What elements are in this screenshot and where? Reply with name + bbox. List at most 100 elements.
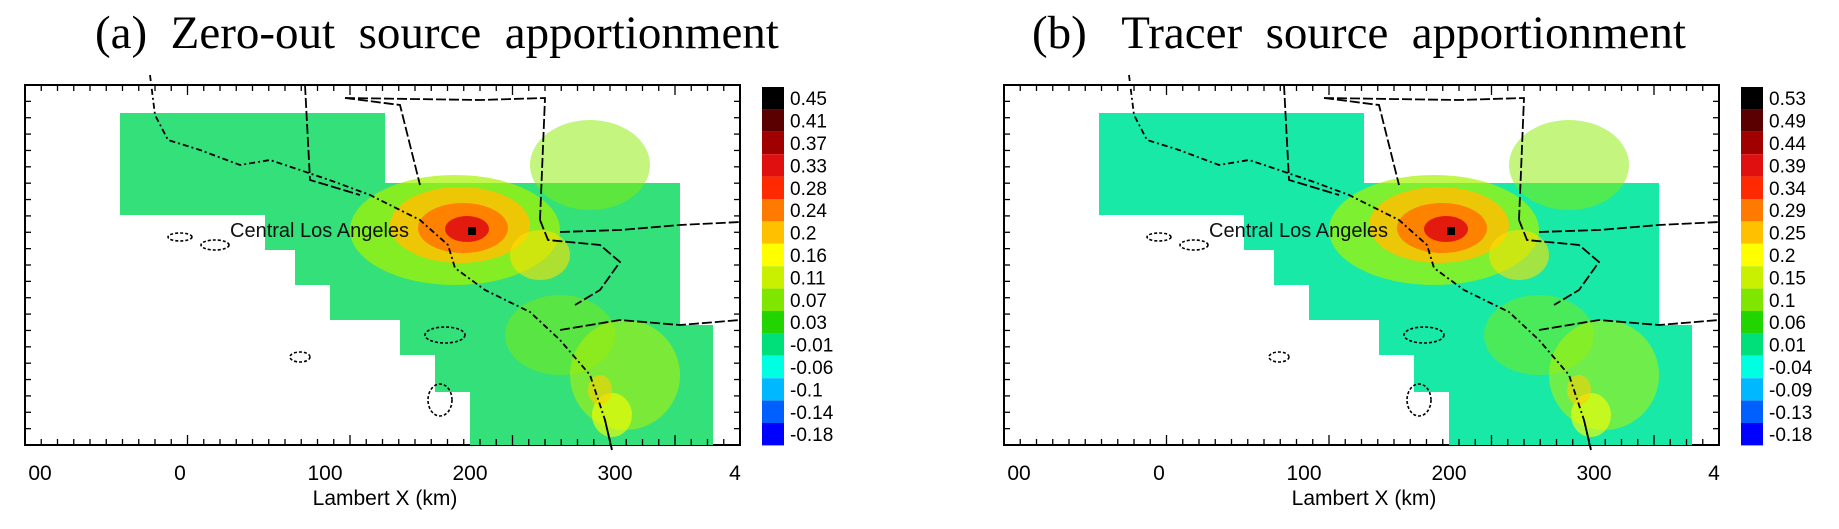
- colorbar-swatch: [1741, 199, 1763, 222]
- x-tick-label: 0: [174, 462, 186, 485]
- island-outline: [200, 239, 230, 251]
- colorbar-label: -0.01: [790, 336, 833, 357]
- boundary-line: [1538, 221, 1720, 233]
- colorbar-swatch: [762, 199, 784, 222]
- colorbar-swatch: [1741, 243, 1763, 267]
- x-tick-label: 300: [1576, 462, 1611, 485]
- colorbar-swatch: [762, 333, 784, 356]
- colorbar-label: -0.18: [790, 425, 833, 446]
- colorbar-swatch: [762, 266, 784, 289]
- colorbar-label: 0.53: [1769, 89, 1806, 110]
- x-axis-label: Lambert X (km): [1292, 487, 1437, 510]
- colorbar-swatch: [762, 378, 784, 401]
- colorbar: 0.530.490.440.390.340.290.250.20.150.10.…: [1741, 87, 1813, 446]
- colorbar-label: 0.41: [790, 112, 827, 133]
- colorbar-swatch: [762, 311, 784, 334]
- colorbar-swatch: [762, 176, 784, 199]
- colorbar-label: 0.44: [1769, 134, 1806, 155]
- colorbar-label: 0.25: [1769, 224, 1806, 245]
- city-label: Central Los Angeles: [1209, 220, 1388, 242]
- boundary-line: [1323, 97, 1525, 221]
- island-outline: [427, 383, 453, 417]
- x-axis-label: Lambert X (km): [313, 487, 458, 510]
- x-tick-label: 100: [307, 462, 342, 485]
- colorbar-label: 0.03: [790, 313, 827, 334]
- colorbar-swatch: [1741, 355, 1763, 379]
- island-outline: [1179, 239, 1209, 251]
- island-outline: [289, 351, 311, 363]
- concentration-blob: [588, 375, 612, 405]
- state-county-boundaries: [1128, 74, 1720, 451]
- colorbar-label: -0.04: [1769, 358, 1813, 379]
- concentration-field: [1329, 120, 1659, 437]
- colorbar-swatch: [1741, 266, 1763, 289]
- x-tick-label: 4: [1708, 462, 1720, 485]
- colorbar-swatch: [762, 221, 784, 244]
- concentration-blob: [1489, 230, 1549, 280]
- colorbar-label: 0.15: [1769, 268, 1806, 289]
- boundary-line: [604, 419, 613, 451]
- colorbar-label: 0.11: [790, 268, 826, 289]
- concentration-blob: [1509, 120, 1629, 210]
- x-tick-label: 0: [1153, 462, 1165, 485]
- x-tick-labels: 00 0 100 200 300 4: [1007, 462, 1720, 485]
- colorbar-label: 0.45: [790, 89, 827, 110]
- island-outline: [424, 326, 466, 344]
- colorbar-label: 0.33: [790, 156, 827, 177]
- colorbar-label: 0.07: [790, 291, 827, 312]
- colorbar-swatch: [1741, 423, 1763, 446]
- colorbar-swatch: [1741, 87, 1763, 110]
- colorbar-swatch: [1741, 311, 1763, 334]
- x-tick-label: 4: [729, 462, 741, 485]
- colorbar-label: 0.2: [790, 224, 816, 245]
- colorbar-label: 0.29: [1769, 201, 1806, 222]
- colorbar-label: -0.09: [1769, 380, 1812, 401]
- axis-ticks: [24, 84, 741, 446]
- boundary-line: [539, 219, 622, 306]
- colorbar-swatch: [762, 288, 784, 311]
- boundary-line: [1323, 97, 1400, 186]
- boundary-line: [344, 97, 546, 221]
- boundary-line: [559, 221, 741, 233]
- colorbar-label: 0.01: [1769, 336, 1806, 357]
- colorbar-label: -0.13: [1769, 403, 1812, 424]
- island-outline: [1146, 232, 1172, 242]
- colorbar-label: 0.2: [1769, 246, 1795, 267]
- concentration-blob: [510, 230, 570, 280]
- colorbar-label: 0.06: [1769, 313, 1806, 334]
- colorbar-swatch: [762, 400, 784, 423]
- panel-b-map: 00 0 100 200 300 4 Lambert X (km) Central Los…: [1003, 74, 1813, 510]
- colorbar-swatch: [1741, 221, 1763, 244]
- panel-a-title: (a) Zero-out source apportionment: [95, 7, 779, 59]
- axis-ticks: [1003, 84, 1720, 446]
- island-outline: [1403, 326, 1445, 344]
- concentration-field: [350, 120, 680, 437]
- colorbar-label: 0.24: [790, 201, 827, 222]
- x-tick-label: 200: [1431, 462, 1466, 485]
- colorbar-swatch: [1741, 109, 1763, 132]
- colorbar-swatch: [1741, 288, 1763, 311]
- colorbar-label: -0.1: [790, 380, 823, 401]
- x-tick-label: 00: [1007, 462, 1030, 485]
- colorbar: 0.450.410.370.330.280.240.20.160.110.070…: [762, 87, 834, 446]
- colorbar-swatch: [1741, 333, 1763, 356]
- colorbar-label: 0.37: [790, 134, 827, 155]
- colorbar-swatch: [762, 154, 784, 177]
- boundary-line: [344, 97, 421, 186]
- colorbar-label: 0.28: [790, 179, 827, 200]
- colorbar-swatch: [762, 109, 784, 132]
- x-tick-label: 300: [597, 462, 632, 485]
- boundary-line: [149, 74, 613, 451]
- colorbar-swatch: [762, 355, 784, 379]
- colorbar-swatch: [1741, 154, 1763, 177]
- colorbar-label: 0.39: [1769, 156, 1806, 177]
- boundary-line: [559, 319, 741, 331]
- colorbar-swatch: [762, 423, 784, 446]
- x-tick-label: 100: [1286, 462, 1321, 485]
- island-outline: [167, 232, 193, 242]
- colorbar-swatch: [1741, 400, 1763, 423]
- city-label: Central Los Angeles: [230, 220, 409, 242]
- colorbar-swatch: [1741, 131, 1763, 155]
- colorbar-swatch: [762, 87, 784, 110]
- concentration-blob: [530, 120, 650, 210]
